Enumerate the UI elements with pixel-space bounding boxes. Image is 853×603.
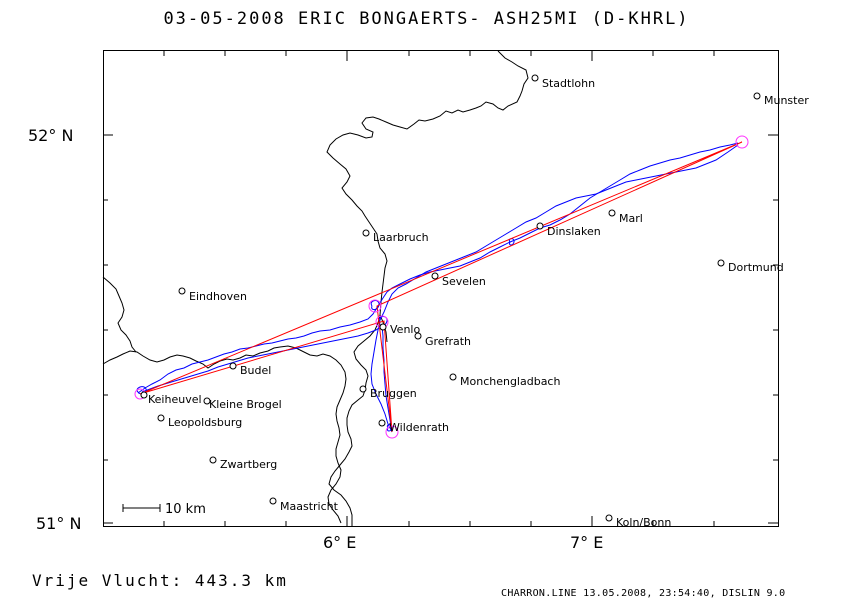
turnpoint-wildenrath xyxy=(385,425,399,439)
border-de-nl-north xyxy=(326,50,529,526)
town-marker-marl xyxy=(608,209,616,217)
town-marker-koln-bonn xyxy=(605,514,613,522)
town-label-dortmund: Dortmund xyxy=(728,261,784,274)
town-marker-stadtlohn xyxy=(531,74,539,82)
town-label-budel: Budel xyxy=(240,364,271,377)
flight-title: 03-05-2008 ERIC BONGAERTS- ASH25MI (D-KH… xyxy=(163,9,690,29)
town-label-wildenrath: Wildenrath xyxy=(389,421,449,434)
town-marker-laarbruch xyxy=(362,229,370,237)
town-label-koln-bonn: Koln/Bonn xyxy=(616,516,671,529)
town-label-bruggen: Bruggen xyxy=(370,387,417,400)
y-tick-label-52n: 52° N xyxy=(28,126,73,145)
town-marker-monchengladbach xyxy=(449,373,457,381)
town-marker-leopoldsburg xyxy=(157,414,165,422)
town-marker-kleine-brogel xyxy=(203,397,211,405)
task-polyline xyxy=(139,141,743,433)
town-marker-wildenrath xyxy=(378,419,386,427)
town-marker-maastricht xyxy=(269,497,277,505)
x-tick-label-7e: 7° E xyxy=(570,533,603,552)
map-frame xyxy=(103,50,779,527)
footer-credit: CHARRON.LINE 13.05.2008, 23:54:40, DISLI… xyxy=(501,588,786,599)
town-label-keiheuvel: Keiheuvel xyxy=(148,393,202,406)
town-label-maastricht: Maastricht xyxy=(280,500,339,513)
gps-track xyxy=(136,142,739,433)
x-tick-label-6e: 6° E xyxy=(323,533,356,552)
town-label-kleine-brogel: Kleine Brogel xyxy=(209,398,282,411)
track-leg-outbound xyxy=(137,142,739,394)
town-marker-dinslaken xyxy=(536,222,544,230)
town-label-stadtlohn: Stadtlohn xyxy=(542,77,595,90)
town-label-dinslaken: Dinslaken xyxy=(547,225,601,238)
town-marker-grefrath xyxy=(414,332,422,340)
town-marker-eindhoven xyxy=(178,287,186,295)
axis-ticks xyxy=(103,51,778,526)
free-flight-distance: Vrije Vlucht: 443.3 km xyxy=(32,571,288,590)
town-label-monchengladbach: Monchengladbach xyxy=(460,375,560,388)
turnpoint-sevelen-west xyxy=(368,299,382,313)
town-label-grefrath: Grefrath xyxy=(425,335,471,348)
town-label-leopoldsburg: Leopoldsburg xyxy=(168,416,242,429)
border-nl-be xyxy=(102,345,347,524)
town-marker-budel xyxy=(229,362,237,370)
town-marker-venlo xyxy=(379,323,387,331)
scale-bar-label: 10 km xyxy=(165,502,206,517)
task-lines xyxy=(139,141,743,433)
town-markers xyxy=(140,74,761,522)
town-label-laarbruch: Laarbruch xyxy=(373,231,429,244)
town-label-marl: Marl xyxy=(619,212,643,225)
town-label-venlo: Venlo xyxy=(390,323,420,336)
border-nl-be-west xyxy=(102,276,137,353)
town-marker-dortmund xyxy=(717,259,725,267)
town-labels: Stadtlohn Munster Marl Dinslaken Laarbru… xyxy=(148,77,809,529)
axis-labels: 52° N 51° N 6° E 7° E xyxy=(28,126,603,552)
turnpoint-east xyxy=(735,135,749,149)
track-leg-south xyxy=(370,319,393,433)
town-label-munster: Munster xyxy=(764,94,809,107)
town-marker-munster xyxy=(753,92,761,100)
country-borders xyxy=(102,50,529,526)
town-label-zwartberg: Zwartberg xyxy=(220,458,277,471)
town-marker-zwartberg xyxy=(209,456,217,464)
town-marker-keiheuvel xyxy=(140,391,148,399)
y-tick-label-51n: 51° N xyxy=(36,514,81,533)
town-marker-sevelen xyxy=(431,272,439,280)
town-marker-bruggen xyxy=(359,385,367,393)
turnpoint-markers xyxy=(134,135,749,439)
scale-bar: 10 km xyxy=(122,502,206,517)
town-label-sevelen: Sevelen xyxy=(442,275,486,288)
town-label-eindhoven: Eindhoven xyxy=(189,290,247,303)
track-leg-final xyxy=(141,325,383,393)
